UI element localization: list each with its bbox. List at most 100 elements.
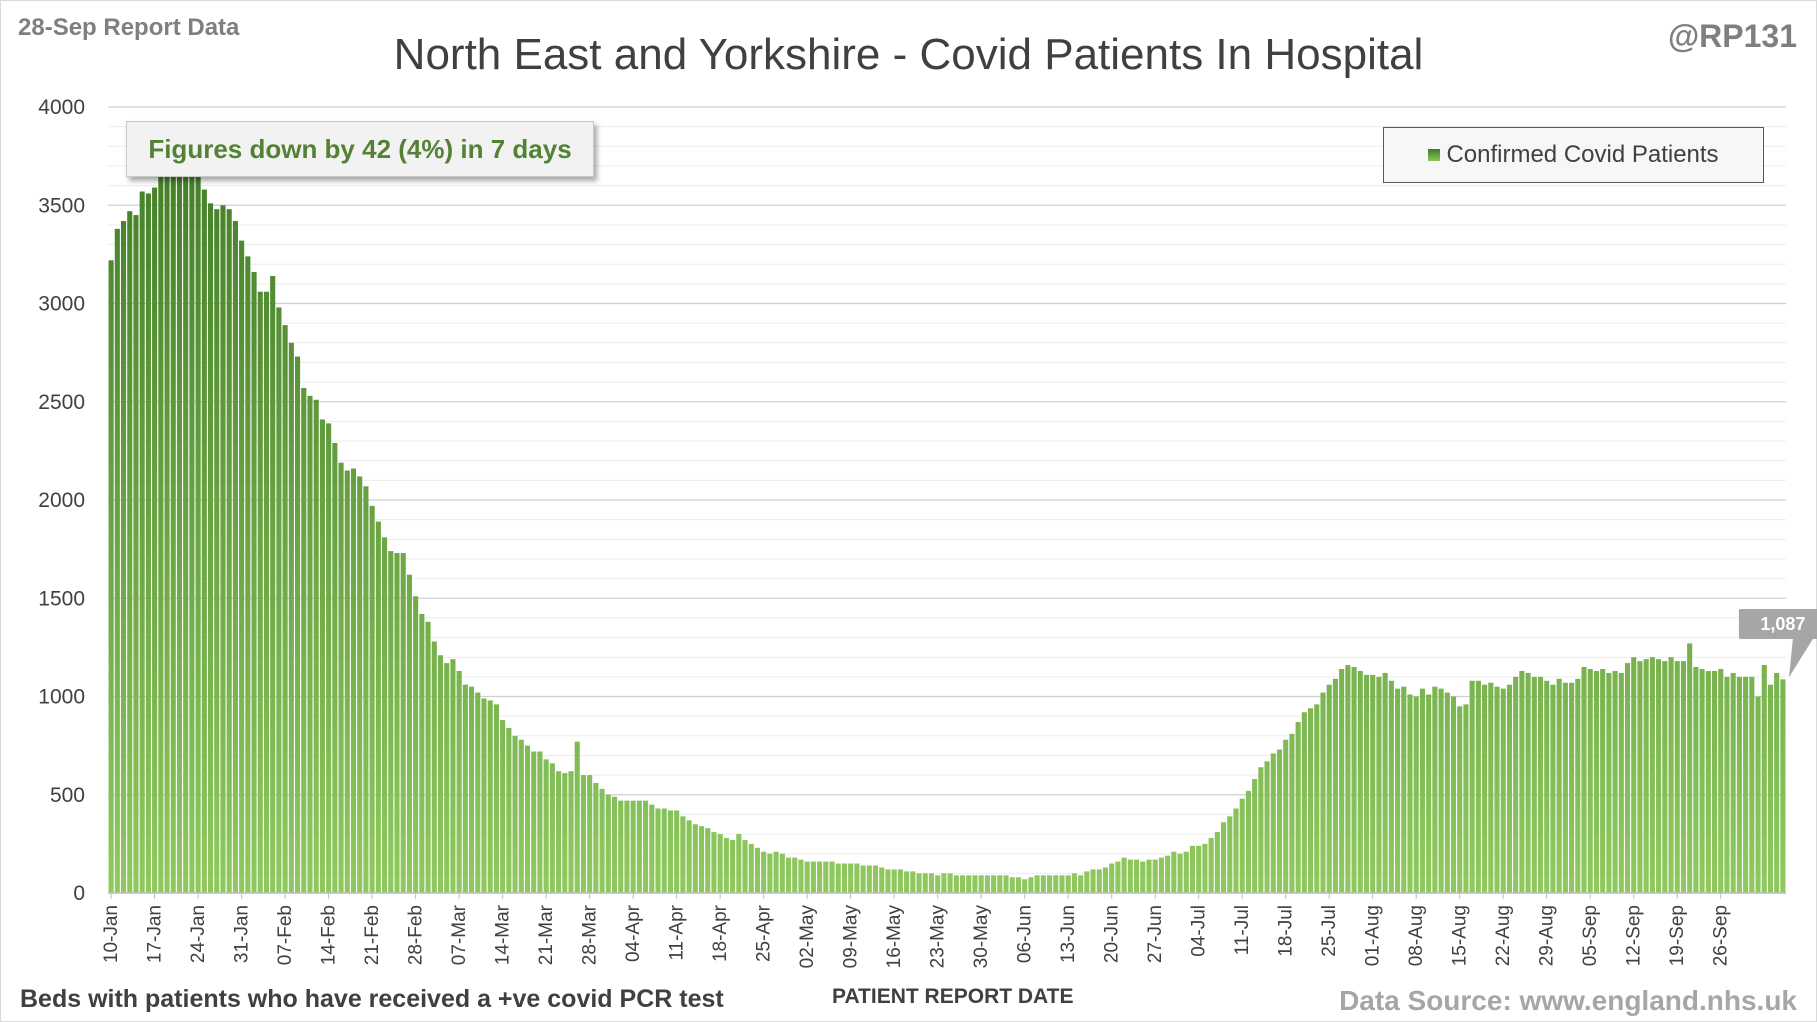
bar (1649, 657, 1655, 893)
bar (1264, 761, 1270, 893)
last-value-label-pointer (1788, 639, 1813, 678)
bar (214, 209, 220, 893)
bar (593, 782, 599, 893)
bar (667, 810, 673, 893)
bar (1401, 686, 1407, 893)
bar (935, 875, 941, 893)
bar (904, 871, 910, 893)
x-tick-label: 31-Jan (232, 905, 253, 963)
bar (798, 859, 804, 893)
bar (1432, 686, 1438, 893)
bar (1034, 875, 1040, 893)
bar (649, 804, 655, 893)
bar (437, 655, 444, 893)
bar (1482, 684, 1488, 893)
bar (232, 220, 238, 894)
y-tick-label: 1500 (38, 587, 85, 610)
bar (972, 875, 978, 893)
bar (1395, 688, 1401, 893)
bar (1196, 845, 1202, 893)
bar (1525, 672, 1531, 893)
bar (1699, 668, 1705, 893)
bar (686, 820, 692, 893)
bar (1009, 877, 1015, 893)
bar (1674, 661, 1680, 893)
bar (618, 800, 624, 893)
gridlines (108, 106, 1786, 894)
bar (748, 843, 754, 894)
bar (1761, 665, 1767, 893)
bar (792, 857, 798, 893)
bar (984, 875, 990, 893)
bar (1245, 790, 1251, 893)
bar (450, 659, 456, 893)
bar (1109, 863, 1115, 893)
bar (313, 399, 319, 893)
bar (1556, 678, 1562, 893)
x-tick-label: 27-Jun (1145, 905, 1166, 963)
bar (655, 808, 661, 893)
bar (413, 596, 419, 893)
bar (966, 875, 972, 893)
bar (1575, 678, 1581, 893)
bar (1724, 676, 1730, 893)
bar (1177, 853, 1183, 893)
bar (991, 875, 997, 893)
bar (475, 692, 481, 893)
bar (1774, 672, 1780, 893)
bar (375, 521, 381, 893)
x-tick-label: 07-Feb (275, 905, 296, 965)
chart-title: North East and Yorkshire - Covid Patient… (393, 30, 1424, 79)
bar (394, 553, 400, 893)
bar (1345, 665, 1351, 893)
bar (997, 875, 1003, 893)
bar (568, 771, 574, 893)
last-value-label-box (1738, 609, 1817, 639)
bar (1214, 832, 1220, 893)
bar (1047, 875, 1053, 893)
bar (692, 824, 698, 893)
bar (1239, 798, 1245, 893)
bar (108, 260, 114, 893)
bar (282, 325, 288, 893)
y-tick-label: 3500 (38, 194, 85, 217)
bar (1624, 663, 1631, 893)
bar (723, 837, 729, 893)
bar (114, 228, 120, 893)
bar (263, 291, 270, 894)
legend: Confirmed Covid Patients (1383, 127, 1764, 183)
bar (978, 875, 984, 893)
bar (1140, 861, 1146, 893)
bar (1656, 659, 1662, 893)
bar (1183, 851, 1189, 893)
bar (897, 869, 903, 893)
footnote: Beds with patients who have received a +… (20, 985, 724, 1013)
bar (531, 751, 537, 893)
bar (1301, 712, 1307, 893)
bar (1339, 668, 1345, 893)
bar (332, 443, 338, 893)
bar (580, 775, 586, 893)
bar (1127, 859, 1133, 893)
bar (1152, 859, 1158, 893)
x-tick-label: 25-Apr (754, 904, 775, 962)
bar (307, 395, 313, 893)
x-tick-label: 16-May (884, 905, 905, 969)
bar (674, 810, 680, 893)
bar (1053, 875, 1059, 893)
change-callout-text: Figures down by 42 (4%) in 7 days (148, 133, 572, 164)
bar (1494, 686, 1500, 893)
bar (195, 162, 201, 893)
bar (761, 851, 767, 893)
last-value-label: 1,087 (1760, 614, 1805, 634)
bar (630, 800, 636, 893)
bar (872, 865, 879, 893)
bar (506, 727, 512, 893)
bar (1457, 706, 1463, 893)
x-tick-label: 06-Jun (1015, 905, 1036, 963)
y-tick-label: 3000 (38, 293, 85, 316)
bar (1003, 875, 1009, 893)
bar (1289, 733, 1295, 893)
bar (916, 873, 922, 893)
y-tick-label: 4000 (38, 96, 85, 119)
